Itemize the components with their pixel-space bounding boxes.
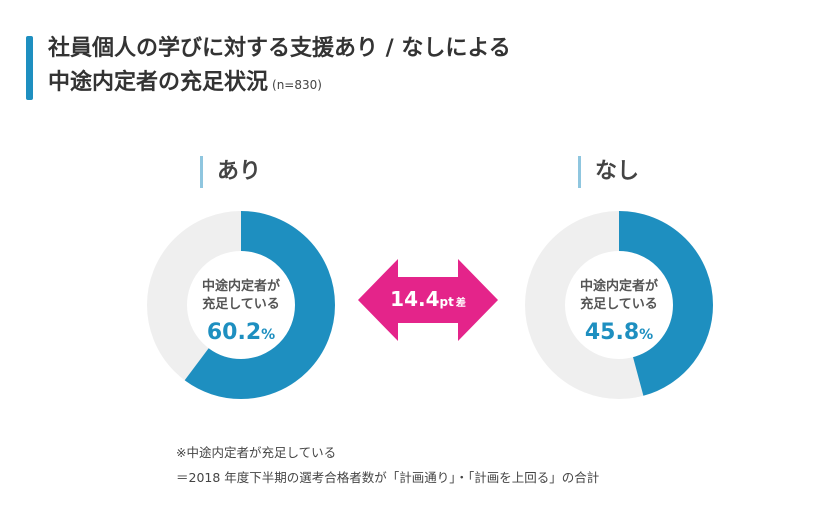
donut-chart-nashi [525,211,713,399]
percentage-value: 60.2% [171,318,311,350]
difference-label: 14.4pt 差 [358,284,498,319]
percentage-number: 45.8 [584,320,640,345]
title-line-1: 社員個人の学びに対する支援あり / なしによる [48,36,511,61]
double-arrow-icon [358,259,498,341]
title-accent-bar [26,36,33,100]
center-label-line-2: 充足している [580,297,658,312]
group-label-ari: あり [200,156,261,188]
page-title: 社員個人の学びに対する支援あり / なしによる 中途内定者の充足状況 (n=830… [48,32,511,102]
percentage-unit: % [261,327,276,343]
footnote-1: ※中途内定者が充足している [176,445,337,460]
sample-size: (n=830) [272,78,322,92]
percentage-unit: % [639,327,654,343]
center-label-line-1: 中途内定者が [579,279,658,294]
donut-center-nashi: 中途内定者が 充足している 45.8% [549,278,689,350]
donut-center-ari: 中途内定者が 充足している 60.2% [171,278,311,350]
center-label-line-1: 中途内定者が [201,279,280,294]
donut-chart-ari [147,211,335,399]
difference-value: 14.4 [390,287,440,311]
donut-value-arc [147,211,335,399]
title-line-2-text: 中途内定者の充足状況 [48,70,269,95]
percentage-number: 60.2 [206,320,262,345]
percentage-value: 45.8% [549,318,689,350]
footnote-2: ＝2018 年度下半期の選考合格者数が「計画通り」・「計画を上回る」の合計 [176,470,600,485]
group-label-nashi: なし [578,156,639,188]
double-arrow-shape [358,259,498,341]
donut-value-arc [525,211,713,399]
title-line-2: 中途内定者の充足状況 (n=830) [48,66,511,102]
difference-suffix: 差 [455,298,466,309]
center-label-line-2: 充足している [202,297,280,312]
difference-unit: pt [439,295,454,309]
